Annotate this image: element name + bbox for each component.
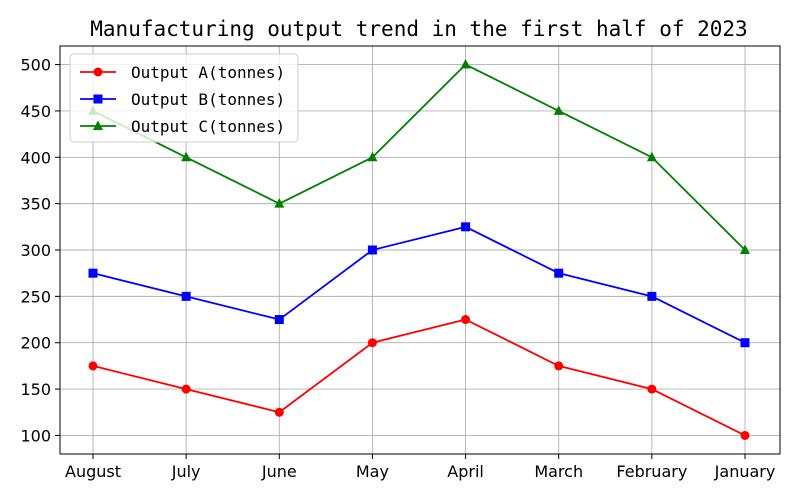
series-2 [88, 222, 750, 348]
x-tick-label: January [714, 462, 776, 481]
y-tick-label: 250 [20, 287, 51, 306]
chart-title: Manufacturing output trend in the first … [90, 17, 747, 41]
data-point [181, 151, 192, 162]
series-line [92, 318, 746, 437]
legend: Output A(tonnes) Output B(tonnes) Output C… [69, 53, 299, 143]
data-point [274, 198, 285, 208]
y-tick-label: 450 [20, 102, 51, 121]
legend-marker [93, 94, 103, 104]
y-tick-label: 100 [20, 426, 51, 445]
x-tick-label: February [616, 462, 687, 481]
legend-item: Output B(tonnes) [80, 90, 285, 109]
x-tick-label: May [356, 462, 389, 481]
data-point [553, 105, 564, 115]
data-point [554, 361, 564, 371]
x-tick-label: April [447, 462, 484, 481]
data-point [181, 291, 191, 301]
data-point [554, 268, 564, 278]
data-point [740, 338, 750, 348]
y-tick-label: 300 [20, 241, 51, 260]
y-tick-label: 500 [20, 56, 51, 75]
data-point [461, 315, 471, 325]
y-tick-label: 400 [20, 148, 51, 167]
legend-label: Output A(tonnes) [131, 63, 285, 82]
data-point [367, 151, 378, 162]
legend-marker [93, 67, 103, 77]
series-line [92, 225, 746, 344]
data-point [88, 268, 98, 278]
x-tick-label: August [65, 462, 121, 481]
data-point [460, 59, 471, 69]
axes: August July June May April March February Janua… [20, 56, 775, 481]
legend-box [69, 53, 299, 143]
data-point [461, 222, 471, 232]
legend-item: Output A(tonnes) [80, 63, 285, 82]
y-tick-label: 200 [20, 334, 51, 353]
y-tick-label: 350 [20, 195, 51, 214]
data-point [646, 151, 657, 162]
legend-item: Output C(tonnes) [80, 117, 285, 136]
data-point [647, 384, 657, 394]
series-group [88, 59, 750, 440]
data-point [88, 361, 98, 371]
series-1 [88, 315, 750, 440]
x-tick-label: July [171, 462, 201, 481]
data-point [647, 291, 657, 301]
data-point [740, 244, 750, 254]
data-point [274, 315, 284, 325]
data-point [274, 407, 284, 417]
x-tick-label: March [534, 462, 583, 481]
data-point [181, 384, 191, 394]
data-point [367, 338, 377, 348]
series-line [92, 63, 746, 251]
data-point [740, 430, 750, 440]
legend-label: Output C(tonnes) [131, 117, 285, 136]
x-tick-label: June [261, 462, 297, 481]
data-point [367, 245, 377, 255]
y-tick-label: 150 [20, 380, 51, 399]
legend-label: Output B(tonnes) [131, 90, 285, 109]
legend-marker [93, 120, 103, 130]
